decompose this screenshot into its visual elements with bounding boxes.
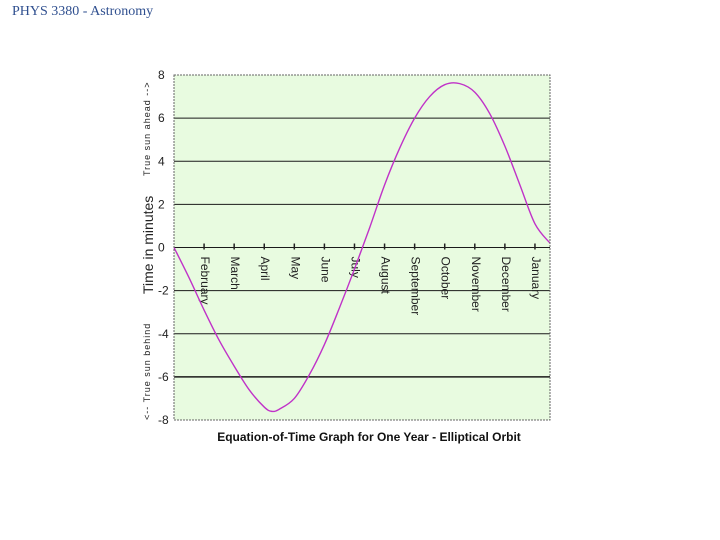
month-label: January <box>529 257 543 300</box>
y-tick-label: -2 <box>158 284 169 298</box>
y-tick-label: 6 <box>158 111 165 125</box>
grid-lines <box>174 117 550 378</box>
y-axis-label: Time in minutes <box>140 196 156 294</box>
y-tick-label: 2 <box>158 197 165 211</box>
y-axis-label-behind: <-- True sun behind <box>142 323 152 420</box>
month-label: October <box>439 257 453 300</box>
month-label: December <box>499 257 513 312</box>
y-tick-label: 0 <box>158 241 165 255</box>
month-label: April <box>258 257 272 281</box>
y-tick-label: -6 <box>158 370 169 384</box>
plot-border <box>173 74 551 421</box>
month-tick-labels: February March April May June July August Septe… <box>198 243 543 316</box>
y-tick-label: 8 <box>158 68 165 82</box>
month-label: June <box>318 257 332 283</box>
y-tick-label: 4 <box>158 154 165 168</box>
page-title: PHYS 3380 - Astronomy <box>12 4 154 19</box>
y-tick-label: -8 <box>158 413 169 427</box>
month-label: September <box>409 257 423 316</box>
y-tick-labels: 8 6 4 2 0 -2 -4 -6 -8 <box>158 68 169 427</box>
chart-title: Equation-of-Time Graph for One Year - El… <box>217 430 521 444</box>
month-label: November <box>469 257 483 312</box>
month-label: August <box>379 257 393 295</box>
y-axis-label-ahead: True sun ahead --> <box>142 82 152 176</box>
month-label: February <box>198 257 212 305</box>
month-label: March <box>228 257 242 290</box>
month-label: May <box>288 257 302 280</box>
y-tick-label: -4 <box>158 327 169 341</box>
eot-curve-line <box>173 82 551 413</box>
